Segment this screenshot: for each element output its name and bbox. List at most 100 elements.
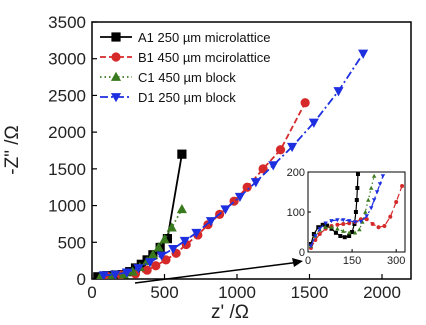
- data-point: [153, 242, 164, 252]
- inset-data-point: [355, 172, 360, 176]
- inset-data-point: [371, 198, 377, 203]
- main-axis-ticks: [91, 21, 383, 280]
- inset-data-point: [329, 219, 334, 224]
- legend-label: D1 250 µm block: [138, 90, 236, 105]
- y-tick-label: 2500: [48, 86, 86, 105]
- legend-marker: [110, 93, 122, 103]
- inset-data-point: [377, 182, 383, 187]
- inset-data-point: [364, 217, 369, 222]
- inset-x-tick-label: 0: [305, 255, 311, 267]
- inset-data-point: [311, 232, 316, 236]
- data-point: [333, 87, 344, 97]
- data-point: [179, 236, 190, 247]
- inset-axis-tick-labels: 0 150 300 0 100 200: [287, 167, 406, 267]
- inset-axis-ticks: [307, 171, 397, 253]
- data-point: [287, 142, 298, 153]
- inset-data-point: [355, 186, 360, 190]
- inset-data-point: [341, 228, 346, 233]
- inset-data-point: [338, 234, 343, 238]
- data-point: [268, 161, 279, 171]
- main-series-group: [93, 49, 369, 279]
- inset-data-point: [352, 220, 358, 225]
- x-tick-label: 0: [87, 283, 96, 302]
- inset-data-point: [335, 222, 340, 227]
- data-point: [127, 266, 138, 276]
- data-point: [300, 98, 310, 108]
- data-point: [166, 222, 177, 232]
- data-point: [242, 182, 252, 192]
- inset-data-point: [333, 230, 338, 235]
- data-point: [358, 49, 369, 59]
- inset-data-point: [388, 214, 393, 219]
- inset-data-point: [368, 185, 374, 190]
- data-point: [93, 272, 103, 279]
- inset-data-point: [366, 197, 371, 202]
- data-point: [275, 145, 286, 155]
- data-point: [161, 255, 171, 265]
- inset-data-point: [374, 190, 380, 195]
- inset-data-point: [352, 222, 357, 226]
- data-point: [156, 251, 167, 261]
- inset-y-tick-label: 100: [287, 207, 305, 219]
- inset-data-point: [347, 234, 352, 238]
- inset-data-point: [353, 210, 358, 214]
- data-point: [162, 234, 172, 244]
- y-tick-label: 500: [58, 233, 86, 252]
- inset-series-line: [310, 175, 384, 247]
- inset-data-point: [323, 221, 328, 226]
- inset-data-point: [347, 221, 352, 226]
- series-line: [106, 102, 306, 277]
- inset-data-point: [342, 235, 347, 240]
- legend-label: B1 450 µm mcirolattice: [138, 50, 270, 65]
- y-axis-title: -Z" /Ω: [2, 125, 23, 174]
- inset-data-point: [358, 219, 364, 224]
- legend-marker: [111, 52, 121, 62]
- data-point: [250, 178, 261, 188]
- inset-x-tick-label: 150: [343, 255, 361, 267]
- inset-data-point: [371, 173, 377, 178]
- inset-data-point: [394, 200, 399, 204]
- x-tick-label: 1000: [218, 283, 256, 302]
- inset-data-point: [317, 227, 322, 232]
- inset-data-point: [354, 198, 359, 202]
- inset-data-point: [357, 227, 362, 232]
- data-point: [191, 228, 202, 239]
- inset-data-point: [308, 244, 314, 249]
- inset-data-point: [317, 232, 322, 236]
- inset-data-point: [346, 230, 352, 235]
- y-tick-label: 3500: [48, 13, 86, 32]
- legend-marker: [111, 32, 121, 42]
- data-point: [308, 118, 319, 128]
- y-tick-label: 1000: [48, 197, 86, 216]
- inset-data-point: [400, 184, 405, 188]
- data-point: [144, 258, 156, 268]
- inset-series-line: [310, 173, 359, 245]
- inset-data-point: [382, 224, 387, 228]
- inset-data-point: [363, 209, 368, 214]
- inset-data-point: [335, 218, 340, 223]
- inset-data-point: [346, 219, 352, 224]
- inset-data-point: [323, 224, 328, 229]
- legend-marker: [110, 71, 122, 81]
- data-point: [159, 234, 170, 244]
- inset-data-point: [341, 222, 346, 226]
- data-point: [176, 203, 187, 214]
- zoom-arrow-head: [292, 258, 303, 267]
- inset-data-point: [364, 214, 369, 219]
- x-axis-title: z' /Ω: [211, 302, 249, 323]
- inset-data-point: [352, 230, 358, 235]
- main-axis-tick-labels: 0 500 1000 1500 2000050010001500200025003000…: [48, 13, 401, 302]
- y-tick-label: 1500: [48, 160, 86, 179]
- inset-data-point: [370, 222, 375, 226]
- legend-label: C1 450 µm block: [138, 70, 236, 85]
- data-point: [205, 217, 216, 227]
- inset-data-point: [380, 174, 386, 179]
- y-tick-label: 0: [77, 270, 86, 289]
- y-tick-label: 3000: [48, 50, 86, 69]
- data-point: [133, 264, 144, 274]
- data-point: [177, 149, 187, 159]
- data-point: [98, 271, 109, 279]
- data-point: [110, 270, 121, 279]
- inset-data-point: [350, 230, 355, 234]
- inset-data-point: [368, 206, 374, 211]
